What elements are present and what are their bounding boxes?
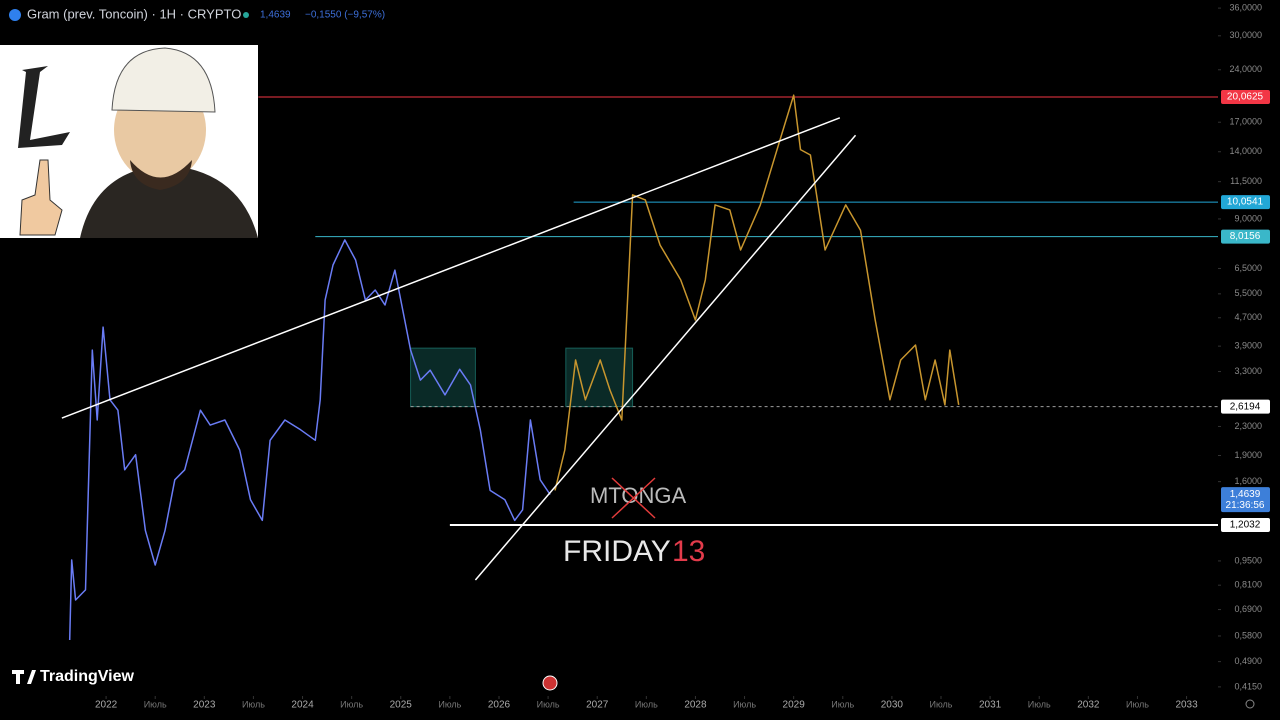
y-tick-label: 9,0000	[1234, 213, 1262, 223]
y-tick-label: 4,7000	[1234, 312, 1262, 322]
y-tick-label: 0,4150	[1234, 681, 1262, 691]
x-tick-label: Июль	[1028, 699, 1051, 709]
brand: TradingView	[12, 668, 135, 685]
x-tick-label: Июль	[635, 699, 658, 709]
x-tick-label: 2031	[979, 700, 1002, 711]
y-tick-label: 3,9000	[1234, 341, 1262, 351]
flag-icon	[542, 675, 558, 691]
friday-text: FRIDAY	[563, 535, 671, 568]
axes: 36,0000 30,0000 24,0000 17,0000 14,0000 11,50…	[95, 2, 1270, 711]
y-tick-label: 17,0000	[1229, 117, 1262, 127]
x-tick-label: Июль	[340, 699, 363, 709]
y-tick-label: 0,4900	[1234, 656, 1262, 666]
x-tick-label: 2025	[390, 700, 413, 711]
y-tick-label: 36,0000	[1229, 2, 1262, 12]
y-tick-label: 3,3000	[1234, 366, 1262, 376]
y-tick-label: 1,9000	[1234, 450, 1262, 460]
level-label: 8,0156	[1230, 231, 1261, 242]
zone-box	[565, 347, 634, 408]
x-tick-label: 2023	[193, 700, 216, 711]
level-label-bg	[1221, 399, 1270, 414]
y-tick-label: 5,5000	[1234, 288, 1262, 298]
avatar	[0, 45, 258, 238]
y-tick-label: 2,3000	[1234, 421, 1262, 431]
x-tick-label: 2029	[783, 700, 806, 711]
level-label: 1,2032	[1230, 520, 1261, 531]
level-label-bg	[1221, 90, 1270, 105]
x-tick-label: 2026	[488, 700, 511, 711]
y-tick-label: 1,6000	[1234, 476, 1262, 486]
y-tick-label: 6,5000	[1234, 263, 1262, 273]
x-tick-label: Июль	[733, 699, 756, 709]
price-line	[554, 94, 960, 491]
brand-name: TradingView	[40, 668, 135, 685]
x-tick-label: Июль	[930, 699, 953, 709]
y-tick-label: 14,0000	[1229, 146, 1262, 156]
trend-line	[474, 134, 857, 581]
symbol[interactable]: Gram (prev. Toncoin) · 1H · CRYPTO	[27, 6, 241, 21]
x-tick-label: Июль	[831, 699, 854, 709]
y-tick-label: 30,0000	[1229, 30, 1262, 40]
x-tick-label: 2030	[881, 700, 904, 711]
brand-logo	[12, 670, 36, 684]
x-tick-label: Июль	[242, 699, 265, 709]
coin-icon	[9, 9, 21, 21]
beanie	[111, 47, 216, 113]
crossed-text: MTONGA	[590, 483, 686, 508]
x-tick-label: 2022	[95, 700, 118, 711]
x-tick-label: 2024	[291, 700, 314, 711]
x-tick-label: Июль	[537, 699, 560, 709]
x-tick-label: 2028	[684, 700, 707, 711]
letter-logo	[18, 66, 70, 148]
jacket	[80, 165, 258, 238]
level-label-bg	[1221, 229, 1270, 244]
y-tick-label: 11,5000	[1230, 176, 1262, 186]
y-tick-label: 0,9500	[1234, 555, 1262, 565]
level-label-bg	[1221, 517, 1270, 532]
hand	[19, 159, 63, 236]
beard	[130, 160, 192, 190]
price-line	[68, 239, 551, 641]
level-label-bg	[1221, 195, 1270, 210]
settings-icon[interactable]	[1245, 699, 1255, 709]
countdown: 21:36:56	[1226, 500, 1265, 511]
y-tick-label: 0,8100	[1234, 580, 1262, 590]
plot	[61, 94, 1218, 641]
x-tick-label: Июль	[438, 699, 461, 709]
header: Gram (prev. Toncoin) · 1H · CRYPTO 1,463…	[9, 6, 385, 21]
y-tick-label: 0,5800	[1234, 630, 1262, 640]
trend-line	[61, 117, 841, 419]
level-label: 20,0625	[1227, 92, 1264, 103]
y-tick-label: 0,6900	[1234, 604, 1262, 614]
x-tick-label: 2027	[586, 700, 609, 711]
last-price-bg	[1221, 487, 1270, 513]
x-tick-label: 2032	[1077, 700, 1100, 711]
y-tick-label: 24,0000	[1229, 64, 1262, 74]
x-tick-label: Июль	[144, 699, 167, 709]
market-dot	[243, 12, 249, 18]
level-label: 10,0541	[1227, 197, 1264, 208]
last-price-label: 1,4639	[1230, 489, 1261, 500]
x-tick-label: 2033	[1175, 700, 1198, 711]
header-price: 1,4639	[260, 10, 291, 21]
header-change: −0,1550 (−9,57%)	[305, 10, 385, 21]
friday-number: 13	[672, 535, 705, 568]
level-label: 2,6194	[1230, 401, 1261, 412]
x-tick-label: Июль	[1126, 699, 1149, 709]
cross	[611, 477, 656, 519]
